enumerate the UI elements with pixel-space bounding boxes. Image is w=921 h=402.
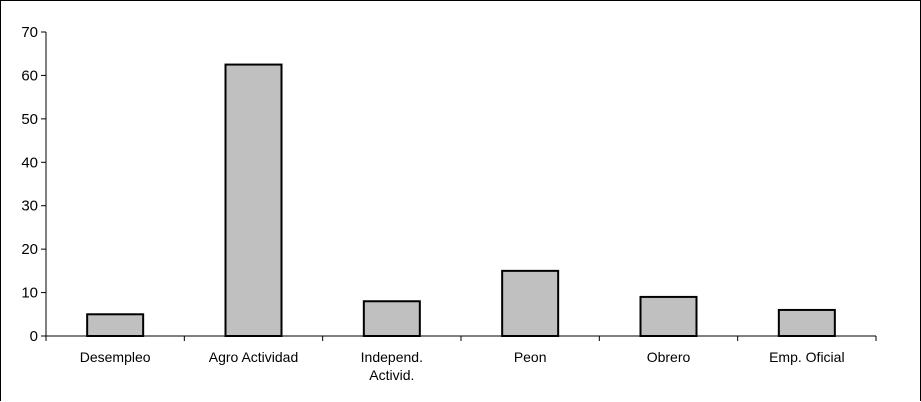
y-tick-label: 10 xyxy=(21,285,38,302)
bars xyxy=(86,63,836,338)
x-category-label: Emp. Oficial xyxy=(769,349,844,365)
x-category-label: Activid. xyxy=(369,367,414,383)
bar-desempleo xyxy=(86,313,145,337)
y-tick-label: 40 xyxy=(21,154,38,171)
x-category-label: Desempleo xyxy=(80,349,151,365)
y-axis: 0 10 20 30 40 50 60 70 xyxy=(21,24,47,345)
y-tick-label: 70 xyxy=(21,24,38,41)
y-tick-label: 60 xyxy=(21,67,38,84)
x-category-label: Obrero xyxy=(647,349,691,365)
y-tick-label: 20 xyxy=(21,241,38,258)
bar-emp-oficial xyxy=(777,308,836,338)
x-category-label: Independ. xyxy=(361,349,423,365)
x-axis xyxy=(45,335,877,341)
category-labels: Desempleo Agro Actividad Independ. Activid.… xyxy=(80,349,845,383)
y-tick-label: 50 xyxy=(21,111,38,128)
bar-obrero xyxy=(639,295,698,337)
bar-agro-actividad xyxy=(224,63,283,337)
bar-independ-activid xyxy=(362,300,421,337)
y-tick-label: 0 xyxy=(30,328,38,345)
x-category-label: Peon xyxy=(514,349,547,365)
x-category-label: Agro Actividad xyxy=(209,349,299,365)
y-tick-label: 30 xyxy=(21,198,38,215)
bar-peon xyxy=(501,269,560,338)
